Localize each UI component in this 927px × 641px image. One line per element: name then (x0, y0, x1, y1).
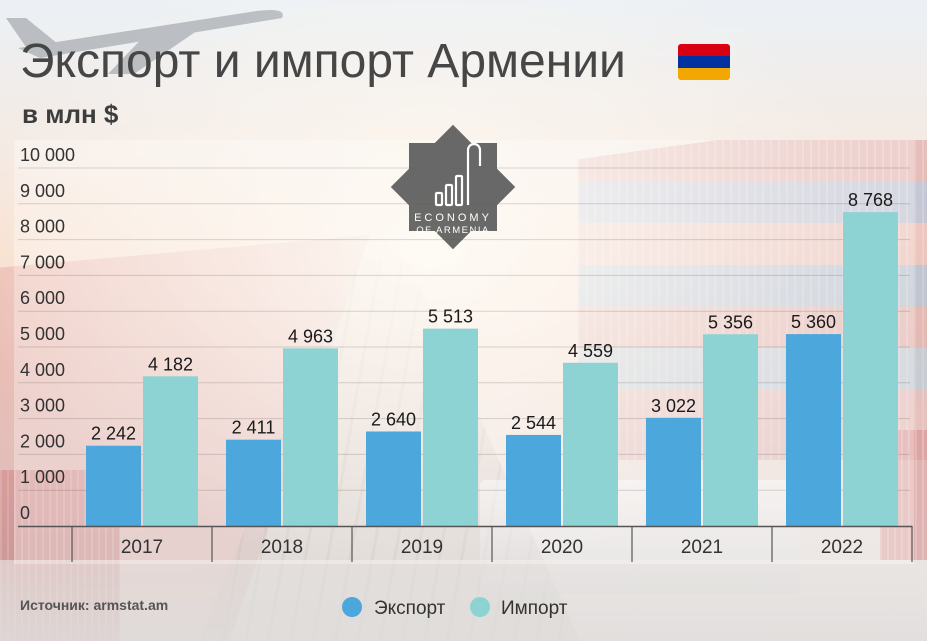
x-tick-label-2019: 2019 (401, 537, 443, 558)
airplane-image (6, 10, 283, 74)
y-tick-label: 0 (20, 503, 30, 523)
bar-2018-series-1 (226, 439, 281, 526)
value-label-2020-series-2: 4 559 (568, 341, 613, 361)
value-label-2022-series-2: 8 768 (848, 190, 893, 210)
bar-2019-series-2 (423, 328, 478, 526)
legend: Экспорт Импорт (342, 597, 568, 619)
flag-stripe-orange (678, 68, 730, 80)
y-tick-label: 9 000 (20, 181, 65, 201)
value-label-2018-series-1: 2 411 (232, 418, 276, 438)
airplane-tail (6, 18, 58, 50)
legend-marker-series-2 (470, 597, 490, 617)
y-axis-tick-labels: 0 1 000 2 000 3 000 4 000 5 000 6 000 7 000 8 00… (20, 145, 75, 523)
bars (86, 212, 898, 527)
x-tick-label-2018: 2018 (261, 537, 303, 558)
bar-2022-series-1 (786, 334, 841, 526)
x-axis: 2017 2018 2019 2020 2021 2022 (18, 525, 913, 562)
y-tick-label: 1 000 (20, 467, 65, 487)
legend-label-series-1: Экспорт (374, 598, 446, 619)
armenia-flag-icon (678, 44, 730, 80)
value-label-2019-series-2: 5 513 (428, 307, 473, 327)
airplane-fuselage (18, 10, 283, 58)
flag-stripe-red (678, 44, 730, 56)
bar-2021-series-2 (703, 334, 758, 526)
bar-2019-series-1 (366, 431, 421, 526)
value-label-2021-series-1: 3 022 (651, 396, 696, 416)
bar-2020-series-1 (506, 434, 561, 526)
bar-2021-series-1 (646, 417, 701, 526)
x-tick-label-2017: 2017 (121, 537, 163, 558)
y-tick-label: 10 000 (20, 145, 75, 165)
x-tick-label-2021: 2021 (681, 537, 723, 558)
bar-2018-series-2 (283, 348, 338, 526)
y-tick-label: 5 000 (20, 324, 65, 344)
value-label-2022-series-1: 5 360 (791, 312, 836, 332)
y-tick-label: 4 000 (20, 360, 65, 380)
page-title: Экспорт и импорт Армении (20, 35, 626, 88)
logo-text-line2: OF ARMENIA (416, 225, 490, 236)
bar-2022-series-2 (843, 212, 898, 527)
bar-2020-series-2 (563, 362, 618, 526)
x-tick-label-2022: 2022 (821, 537, 863, 558)
value-label-2019-series-1: 2 640 (371, 409, 416, 429)
value-label-2020-series-1: 2 544 (511, 413, 556, 433)
bar-chart-icon (434, 142, 482, 207)
value-label-2021-series-2: 5 356 (708, 312, 753, 332)
airplane-wing (108, 26, 204, 74)
y-tick-label: 8 000 (20, 217, 65, 237)
value-labels: 2 242 2 411 2 640 2 544 3 022 5 360 4 182 4 963… (91, 190, 893, 444)
source-note: Источник: armstat.am (20, 597, 169, 613)
economy-of-armenia-logo: ECONOMY OF ARMENIA (390, 124, 516, 250)
bar-2017-series-2 (143, 376, 198, 526)
units-subtitle: в млн $ (22, 99, 119, 129)
y-tick-label: 2 000 (20, 431, 65, 451)
value-label-2017-series-2: 4 182 (148, 354, 193, 374)
bar-2017-series-1 (86, 445, 141, 526)
value-label-2018-series-2: 4 963 (288, 326, 333, 346)
value-label-2017-series-1: 2 242 (91, 424, 136, 444)
logo-text-line1: ECONOMY (414, 212, 492, 224)
flag-stripe-blue (678, 56, 730, 68)
y-tick-label: 6 000 (20, 288, 65, 308)
legend-label-series-2: Импорт (501, 598, 568, 619)
x-tick-label-2020: 2020 (541, 537, 583, 558)
y-tick-label: 7 000 (20, 252, 65, 272)
y-tick-label: 3 000 (20, 396, 65, 416)
legend-marker-series-1 (342, 597, 362, 617)
